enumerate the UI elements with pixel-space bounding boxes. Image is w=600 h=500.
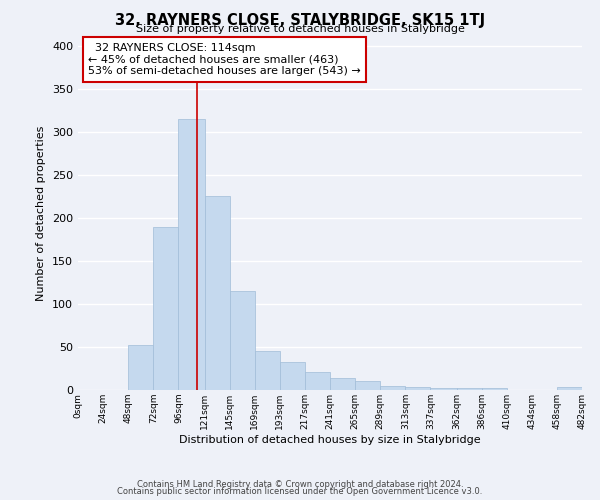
Bar xyxy=(178,119,205,390)
Bar xyxy=(230,291,255,390)
Bar xyxy=(430,388,457,390)
Bar xyxy=(280,362,305,390)
Text: 32 RAYNERS CLOSE: 114sqm
← 45% of detached houses are smaller (463)
53% of semi-: 32 RAYNERS CLOSE: 114sqm ← 45% of detach… xyxy=(88,43,361,76)
Text: Contains HM Land Registry data © Crown copyright and database right 2024.: Contains HM Land Registry data © Crown c… xyxy=(137,480,463,489)
Bar xyxy=(355,382,380,390)
Bar xyxy=(153,226,178,390)
Y-axis label: Number of detached properties: Number of detached properties xyxy=(37,126,46,302)
Text: Size of property relative to detached houses in Stalybridge: Size of property relative to detached ho… xyxy=(136,24,464,34)
Bar xyxy=(457,388,482,390)
Bar xyxy=(482,388,507,390)
Bar xyxy=(330,378,355,390)
Bar xyxy=(380,386,405,390)
Bar xyxy=(405,388,430,390)
Bar xyxy=(255,352,280,390)
Bar xyxy=(128,346,153,390)
Text: Contains public sector information licensed under the Open Government Licence v3: Contains public sector information licen… xyxy=(118,488,482,496)
Text: 32, RAYNERS CLOSE, STALYBRIDGE, SK15 1TJ: 32, RAYNERS CLOSE, STALYBRIDGE, SK15 1TJ xyxy=(115,12,485,28)
X-axis label: Distribution of detached houses by size in Stalybridge: Distribution of detached houses by size … xyxy=(179,434,481,444)
Bar xyxy=(205,196,230,390)
Bar xyxy=(305,372,330,390)
Bar xyxy=(557,386,582,390)
